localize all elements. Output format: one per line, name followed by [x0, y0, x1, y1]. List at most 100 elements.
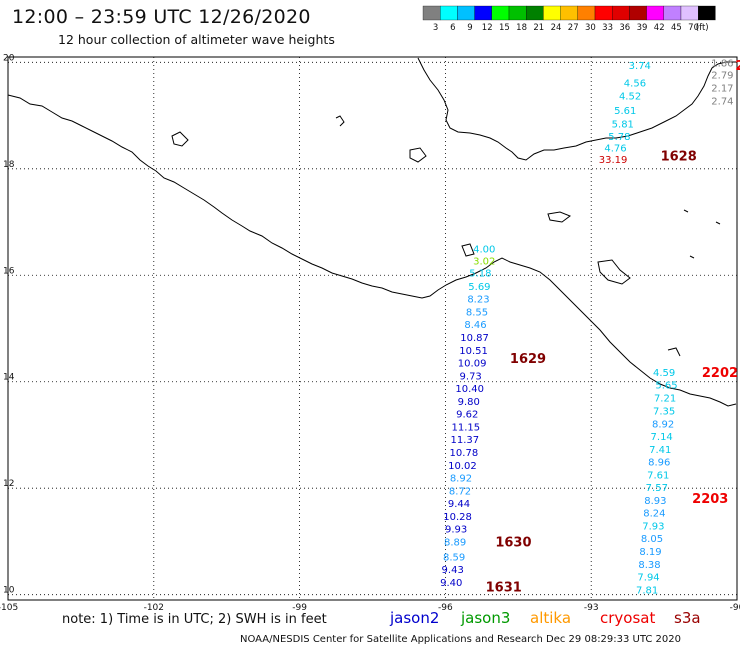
- legend-label: 39: [637, 23, 648, 33]
- lon-tick-label: -93: [584, 603, 599, 613]
- legend-swatch: [440, 5, 458, 21]
- legend-swatch: [457, 5, 475, 21]
- swh-value: 10.78: [450, 448, 479, 459]
- swh-value: 8.46: [464, 320, 486, 331]
- satellite-cryosat: cryosat: [600, 609, 656, 627]
- swh-value: 9.73: [460, 371, 482, 382]
- page-title: 12:00 – 23:59 UTC 12/26/2020: [12, 6, 311, 28]
- swh-value: 5.65: [655, 380, 677, 391]
- legend-label: 12: [482, 23, 493, 33]
- legend-swatch: [508, 5, 527, 21]
- lon-tick-label: -96: [438, 603, 453, 613]
- swh-value: 7.93: [642, 521, 664, 532]
- lon-tick-label: -102: [144, 603, 164, 613]
- swh-value: 10.51: [459, 346, 488, 357]
- legend-label: 42: [654, 23, 665, 33]
- track-time-label: 1630: [495, 535, 531, 550]
- swh-value: 8.23: [467, 295, 489, 306]
- legend-label: 33: [602, 23, 613, 33]
- swh-value: 7.35: [653, 406, 675, 417]
- swh-value: 7.57: [646, 483, 668, 494]
- swh-value: 8.55: [466, 307, 488, 318]
- swh-value: 7.94: [637, 573, 659, 584]
- swh-value: 8.05: [641, 534, 663, 545]
- swh-value: 9.43: [442, 565, 464, 576]
- legend-swatch: [577, 5, 596, 21]
- lat-tick-label: 20: [3, 53, 15, 63]
- lake-4: [171, 131, 189, 147]
- swh-value: 8.59: [443, 552, 465, 563]
- graticule: [8, 57, 737, 600]
- swh-value: 4.56: [624, 79, 646, 90]
- legend-label: 18: [516, 23, 527, 33]
- legend-swatch: [543, 5, 561, 21]
- track-time-labels: 1628 1629 1630 1631 2202 2203 22: [486, 59, 740, 596]
- swh-value: 10.28: [443, 512, 472, 523]
- legend-label: 45: [671, 23, 682, 33]
- track-time-label: 2203: [692, 492, 728, 507]
- swh-value: 8.72: [449, 486, 471, 497]
- lon-tick-labels: -105 -102 -99 -96 -93 -90: [0, 603, 740, 613]
- swh-value: 11.37: [451, 435, 480, 446]
- lake-2: [547, 211, 572, 223]
- legend-unit: (ft): [696, 23, 709, 33]
- swh-value: 9.93: [445, 525, 467, 536]
- legend-swatch: [663, 5, 682, 21]
- satellite-altika: altika: [530, 609, 572, 627]
- swh-value: 5.61: [614, 106, 636, 117]
- track-time-label: 22: [735, 59, 740, 74]
- color-legend: 3 6 9 12 15 18 21 24 27 30 33 36 39 42 45 70(ft): [422, 5, 716, 33]
- swh-value: 7.14: [651, 432, 673, 443]
- plot-frame: [7, 56, 738, 601]
- legend-swatch: [422, 5, 441, 21]
- track-time-label: 1628: [661, 149, 697, 164]
- lon-tick-label: -105: [0, 603, 18, 613]
- swh-value: 2.74: [711, 97, 733, 108]
- gulf-coastline: [417, 57, 736, 161]
- legend-label: 21: [533, 23, 544, 33]
- island-1: [683, 209, 689, 213]
- legend-label: 15: [499, 23, 510, 33]
- legend-label: 36: [619, 23, 630, 33]
- legend-swatch: [698, 5, 716, 21]
- satellite-s3a: s3a: [674, 609, 701, 627]
- swh-value: 10.87: [460, 333, 489, 344]
- legend-label: 30: [585, 23, 596, 33]
- lat-tick-label: 14: [3, 373, 15, 383]
- legend-swatch: [612, 5, 630, 21]
- footer-note: note: 1) Time is in UTC; 2) SWH is in fe…: [62, 612, 327, 627]
- lat-tick-label: 10: [3, 586, 15, 596]
- lat-tick-labels: 20 18 16 14 12 10: [3, 53, 15, 595]
- lat-tick-label: 18: [3, 160, 15, 170]
- lake-3: [597, 259, 631, 285]
- swh-value: 10.40: [455, 384, 484, 395]
- swh-value: 3.02: [473, 256, 495, 267]
- swh-value: 33.19: [599, 155, 628, 166]
- legend-swatch: [560, 5, 578, 21]
- swh-value: 7.81: [636, 585, 658, 596]
- swh-value: 7.21: [654, 394, 676, 405]
- swh-value: 1.86: [711, 58, 733, 69]
- swh-value: 8.92: [652, 419, 674, 430]
- track-time-label: 2202: [702, 366, 738, 381]
- coastline: [7, 57, 737, 407]
- legend-label: 70: [688, 23, 699, 33]
- legend-swatch: [629, 5, 647, 21]
- swh-value: 8.19: [639, 547, 661, 558]
- legend-swatch: [680, 5, 699, 21]
- island-3: [689, 255, 695, 259]
- track-time-label: 1629: [510, 352, 546, 367]
- swh-value: 7.41: [649, 445, 671, 456]
- lat-tick-label: 12: [3, 479, 14, 489]
- swh-value: 9.40: [440, 578, 462, 589]
- legend-label: 9: [467, 23, 472, 33]
- swh-value: 4.76: [604, 144, 626, 155]
- legend-label: 27: [568, 23, 579, 33]
- swh-value: 8.96: [648, 458, 670, 469]
- lake-5: [461, 243, 475, 257]
- legend-swatch: [491, 5, 510, 21]
- swh-value: 8.38: [638, 560, 660, 571]
- swh-value: 7.61: [647, 470, 669, 481]
- lat-tick-label: 16: [3, 266, 15, 276]
- legend-swatch: [594, 5, 613, 21]
